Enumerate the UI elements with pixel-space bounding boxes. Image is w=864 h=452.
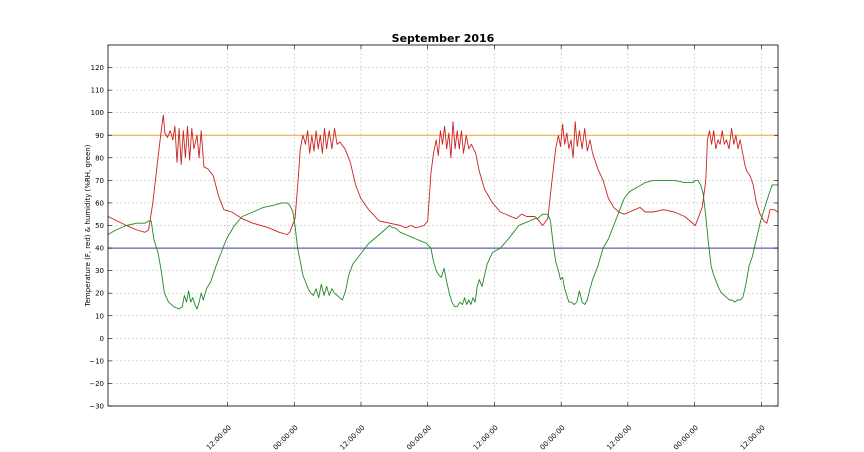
y-tick-label: 80 [95, 154, 104, 162]
y-tick-label: 20 [95, 290, 104, 298]
temperature-line [107, 114, 779, 235]
y-tick-label: 0 [100, 335, 104, 343]
y-tick-label: 120 [91, 64, 104, 72]
x-tick-label: 12:00:00 [205, 424, 233, 452]
x-tick-label: 12:00:00 [472, 424, 500, 452]
chart-title: September 2016 [392, 32, 495, 45]
series-lines [107, 114, 779, 310]
x-tick-label: 12:00:00 [339, 424, 367, 452]
y-tick-label: 100 [91, 109, 104, 117]
x-tick-label: 00:00:00 [405, 424, 433, 452]
x-tick-label: 00:00:00 [272, 424, 300, 452]
y-tick-label: −10 [89, 357, 104, 365]
y-axis-ticks: −30 −20 −10 0 10 20 30 40 50 60 70 80 90 100 110 120 [89, 64, 778, 411]
x-tick-label: 00:00:00 [672, 424, 700, 452]
y-axis-label: Temperature (F, red) & humidity (%RH, gr… [84, 144, 92, 307]
y-tick-label: 70 [95, 177, 104, 185]
y-tick-label: 40 [95, 245, 104, 253]
reference-lines [108, 134, 778, 249]
y-tick-label: 10 [95, 312, 104, 320]
y-tick-label: 90 [95, 132, 104, 140]
y-tick-label: 50 [95, 222, 104, 230]
x-tick-label: 00:00:00 [539, 424, 567, 452]
humidity-line [107, 179, 778, 310]
y-tick-label: 60 [95, 199, 104, 207]
y-tick-label: 30 [95, 267, 104, 275]
y-tick-label: −30 [89, 403, 104, 411]
grid [108, 45, 778, 407]
x-tick-label: 12:00:00 [739, 424, 767, 452]
x-tick-label: 12:00:00 [605, 424, 633, 452]
y-tick-label: 110 [91, 87, 104, 95]
y-tick-label: −20 [89, 380, 104, 388]
